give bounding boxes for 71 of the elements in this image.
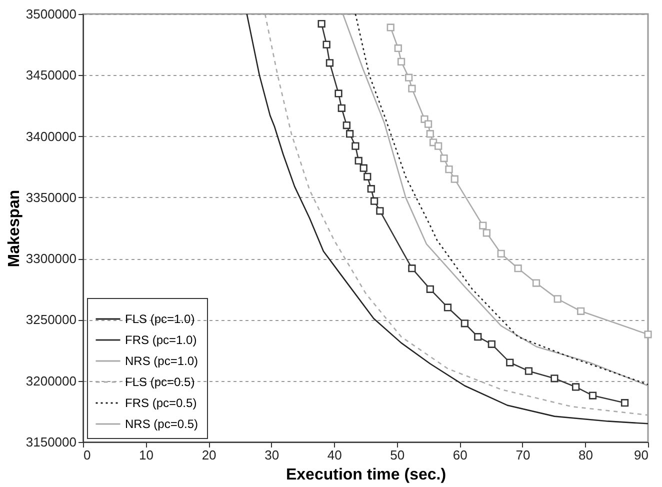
y-tick-label: 3150000 bbox=[26, 434, 76, 450]
point bbox=[488, 340, 496, 348]
point bbox=[506, 358, 514, 366]
x-tick-label: 60 bbox=[452, 448, 468, 462]
x-tick-label: 80 bbox=[578, 448, 593, 462]
point bbox=[322, 40, 330, 48]
y-tick-label: 3450000 bbox=[26, 68, 76, 83]
legend-label: NRS (pc=1.0) bbox=[125, 354, 198, 368]
x-tick-label: 40 bbox=[327, 448, 342, 462]
x-axis-title: Execution time (sec.) bbox=[286, 466, 446, 484]
x-tick-label: 30 bbox=[264, 448, 280, 462]
point bbox=[370, 197, 378, 205]
point bbox=[338, 104, 346, 112]
y-axis-title: Makespan bbox=[6, 190, 23, 268]
point bbox=[434, 142, 442, 150]
point bbox=[479, 222, 487, 230]
point bbox=[524, 367, 533, 375]
point bbox=[426, 285, 434, 293]
y-tick-label: 3500000 bbox=[26, 6, 76, 22]
point bbox=[554, 295, 562, 303]
point bbox=[440, 154, 448, 162]
point bbox=[367, 185, 375, 193]
y-tick-label: 3400000 bbox=[26, 128, 76, 144]
point bbox=[397, 58, 406, 66]
legend-label: NRS (pc=0.5) bbox=[125, 417, 198, 431]
point bbox=[386, 24, 394, 32]
point bbox=[334, 90, 342, 98]
point bbox=[444, 304, 452, 312]
x-tick-label: 90 bbox=[634, 448, 648, 462]
point bbox=[572, 383, 580, 391]
x-tick-label: 0 bbox=[84, 448, 91, 462]
point bbox=[394, 44, 402, 52]
x-tick-label: 50 bbox=[390, 448, 405, 462]
point bbox=[514, 264, 522, 272]
point bbox=[620, 399, 629, 407]
point bbox=[550, 374, 558, 382]
point bbox=[426, 130, 434, 138]
point bbox=[376, 207, 384, 215]
point bbox=[408, 264, 416, 272]
point bbox=[445, 165, 453, 174]
point bbox=[352, 142, 360, 150]
legend-label: FLS (pc=1.0) bbox=[125, 312, 195, 326]
point bbox=[644, 330, 652, 338]
point bbox=[577, 307, 585, 315]
point bbox=[354, 156, 362, 165]
legend-label: FRS (pc=1.0) bbox=[125, 333, 197, 347]
point bbox=[408, 84, 416, 92]
legend-label: FRS (pc=0.5) bbox=[125, 396, 197, 410]
point bbox=[342, 121, 350, 130]
point bbox=[482, 229, 490, 237]
x-tick-label: 20 bbox=[202, 448, 216, 462]
point bbox=[588, 392, 597, 400]
point bbox=[450, 175, 458, 183]
point bbox=[364, 172, 372, 180]
legend-label: FLS (pc=0.5) bbox=[125, 375, 195, 389]
point bbox=[360, 164, 368, 172]
point bbox=[405, 74, 413, 82]
y-tick-label: 3200000 bbox=[26, 373, 76, 388]
point bbox=[346, 130, 354, 138]
point bbox=[460, 320, 468, 328]
point bbox=[532, 279, 540, 287]
point bbox=[318, 20, 326, 28]
y-tick-label: 3250000 bbox=[26, 312, 76, 328]
point bbox=[474, 333, 482, 341]
x-tick-label: 10 bbox=[139, 448, 154, 462]
y-tick-label: 3350000 bbox=[26, 190, 76, 205]
point bbox=[326, 59, 334, 67]
y-tick-label: 3300000 bbox=[26, 251, 76, 266]
point bbox=[497, 250, 505, 258]
point bbox=[424, 120, 432, 128]
x-tick-label: 70 bbox=[516, 448, 530, 462]
